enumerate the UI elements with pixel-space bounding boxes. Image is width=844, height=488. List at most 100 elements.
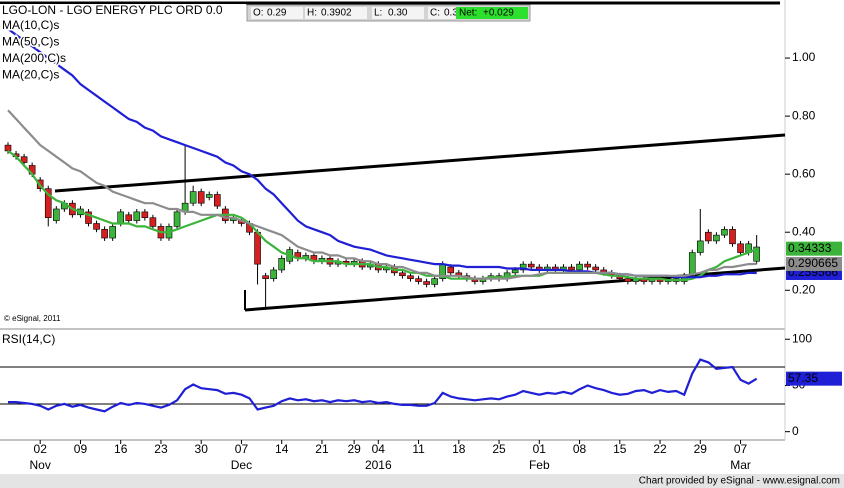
candle-body bbox=[713, 234, 720, 242]
chart-title: LGO-LON - LGO ENERGY PLC ORD 0.0 bbox=[2, 3, 223, 17]
candle-body bbox=[431, 278, 438, 285]
candle-body bbox=[688, 252, 696, 277]
candle-body bbox=[149, 217, 157, 227]
candle-body bbox=[511, 269, 519, 274]
candle-body bbox=[197, 191, 205, 204]
x-tick-label: 22 bbox=[653, 442, 667, 456]
quote-field bbox=[251, 7, 303, 19]
quote-value: 0.30 bbox=[388, 8, 408, 19]
x-month-label: Feb bbox=[529, 458, 550, 472]
footer: Chart provided by eSignal - www.esignal.… bbox=[639, 476, 840, 487]
candle-body bbox=[527, 263, 535, 268]
candle-body bbox=[399, 272, 406, 277]
x-tick-label: 30 bbox=[195, 442, 209, 456]
x-tick-label: 15 bbox=[613, 442, 627, 456]
candle-body bbox=[101, 229, 108, 239]
candle-body bbox=[270, 269, 277, 279]
candle-body bbox=[205, 194, 213, 198]
net-field bbox=[456, 7, 528, 19]
x-tick-label: 08 bbox=[573, 442, 587, 456]
quote-label: H: bbox=[307, 8, 317, 19]
y-tick-label: 0.60 bbox=[792, 166, 816, 180]
x-month-label: Dec bbox=[231, 458, 252, 472]
quote-label: L: bbox=[374, 8, 382, 19]
footer-bar bbox=[0, 474, 844, 488]
candle-body bbox=[173, 211, 181, 227]
candle-body bbox=[729, 229, 736, 245]
candle-body bbox=[568, 266, 575, 271]
value-badge-label: 57.35 bbox=[788, 371, 818, 385]
candle-body bbox=[753, 246, 760, 262]
x-tick-label: 02 bbox=[34, 442, 48, 456]
candle-body bbox=[576, 263, 583, 271]
candle-body bbox=[214, 194, 221, 207]
candle-body bbox=[262, 275, 269, 279]
y-tick-label: 0 bbox=[792, 424, 799, 438]
quote-field bbox=[372, 7, 424, 19]
x-tick-label: 07 bbox=[734, 442, 748, 456]
candle-body bbox=[4, 144, 12, 152]
title-bg bbox=[0, 4, 246, 17]
net-label: Net: bbox=[459, 8, 477, 19]
x-tick-label: 18 bbox=[452, 442, 466, 456]
y-tick-label: 100 bbox=[792, 331, 812, 345]
candle-body bbox=[117, 211, 124, 224]
candle-body bbox=[93, 223, 100, 230]
y-tick-label: 0.80 bbox=[792, 108, 816, 122]
candle-body bbox=[447, 266, 455, 274]
quote-label: O: bbox=[253, 8, 264, 19]
x-tick-label: 09 bbox=[74, 442, 88, 456]
quote-field bbox=[305, 7, 367, 19]
candle-body bbox=[696, 240, 704, 253]
candle-body bbox=[125, 214, 133, 221]
value-badge bbox=[786, 371, 842, 386]
candle-body bbox=[133, 211, 141, 221]
value-badge-label: 0.34333 bbox=[788, 241, 832, 255]
candle-body bbox=[415, 278, 422, 282]
legend-entry: MA(50,C)s bbox=[2, 35, 59, 49]
candle-body bbox=[44, 188, 52, 218]
candle-body bbox=[737, 243, 744, 253]
legend-entry: MA(200,C)s bbox=[2, 51, 66, 65]
candle-body bbox=[189, 191, 197, 204]
candle-body bbox=[407, 275, 414, 279]
x-tick-label: 21 bbox=[315, 442, 329, 456]
series-line bbox=[7, 109, 757, 280]
legend-entry: MA(20,C)s bbox=[2, 68, 59, 82]
value-badge-label: 0.290665 bbox=[788, 256, 838, 270]
x-tick-label: 14 bbox=[275, 442, 289, 456]
candle-body bbox=[52, 208, 60, 221]
quote-value: 0.3902 bbox=[321, 8, 352, 19]
series-line bbox=[8, 358, 758, 413]
x-tick-label: 11 bbox=[412, 442, 425, 456]
candle-body bbox=[423, 281, 430, 285]
x-month-label: Mar bbox=[730, 458, 751, 472]
x-month-label: Nov bbox=[30, 458, 51, 472]
x-tick-label: 23 bbox=[154, 442, 168, 456]
y-tick-label: 0.20 bbox=[792, 282, 816, 296]
x-month-label: 2016 bbox=[365, 458, 392, 472]
x-tick-label: 01 bbox=[533, 442, 547, 456]
candle-body bbox=[141, 211, 149, 218]
quote-label: C: bbox=[430, 8, 440, 19]
panel-label: RSI(14,C) bbox=[2, 332, 55, 346]
trendline bbox=[54, 133, 786, 193]
x-tick-label: 04 bbox=[372, 442, 386, 456]
candle-body bbox=[109, 226, 116, 239]
series-line bbox=[7, 150, 758, 282]
candle-body bbox=[721, 229, 728, 236]
candle-body bbox=[519, 263, 527, 271]
candle-body bbox=[624, 278, 632, 282]
candle-body bbox=[254, 231, 261, 265]
net-value: +0.029 bbox=[483, 8, 514, 19]
legend-entry: MA(10,C)s bbox=[2, 18, 59, 32]
candle-body bbox=[705, 231, 712, 242]
x-tick-label: 29 bbox=[694, 442, 708, 456]
candle-body bbox=[584, 263, 591, 268]
y-tick-label: 0.40 bbox=[792, 224, 816, 238]
candle-body bbox=[592, 266, 599, 271]
candle-body bbox=[20, 156, 28, 163]
copyright: © eSignal, 2011 bbox=[4, 314, 61, 323]
